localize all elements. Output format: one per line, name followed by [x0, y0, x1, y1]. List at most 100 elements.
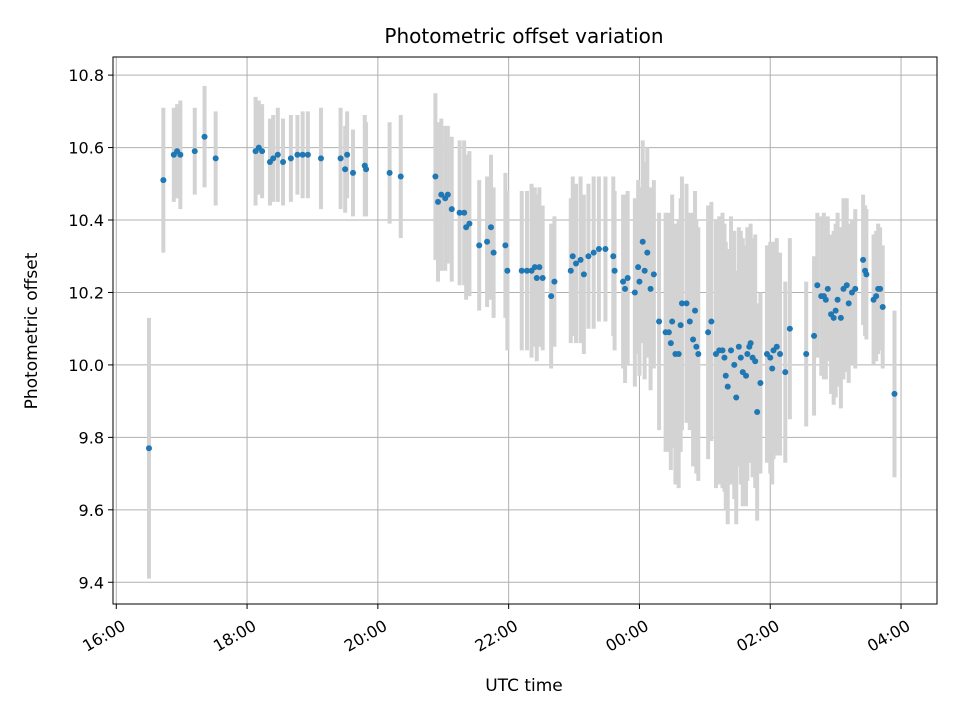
x-tick-label: 20:00 [341, 616, 390, 656]
data-point [863, 271, 870, 278]
data-point [721, 354, 728, 361]
data-point [733, 394, 740, 401]
data-point [337, 155, 344, 162]
data-point [548, 293, 555, 300]
data-point [639, 238, 646, 245]
data-points [145, 133, 898, 452]
data-point [860, 256, 867, 263]
data-point [731, 361, 738, 368]
y-tick-label: 10.0 [68, 356, 104, 375]
y-tick-label: 9.8 [79, 428, 104, 447]
y-tick-label: 9.6 [79, 501, 104, 520]
data-point [641, 267, 648, 274]
data-point [708, 318, 715, 325]
data-point [754, 409, 761, 416]
data-point [536, 264, 543, 271]
data-point [624, 274, 631, 281]
plot-frame [112, 56, 938, 605]
data-point [647, 285, 654, 292]
data-point [502, 242, 509, 249]
data-point [757, 380, 764, 387]
y-axis-label: Photometric offset [22, 252, 42, 409]
data-point [834, 296, 841, 303]
y-tick-label: 10.4 [68, 211, 104, 230]
data-point [577, 256, 584, 263]
grid-lines [113, 57, 937, 604]
data-point [737, 354, 744, 361]
data-point [782, 369, 789, 376]
data-point [677, 322, 684, 329]
data-point [803, 351, 810, 358]
data-point [665, 329, 672, 336]
data-point [667, 340, 674, 347]
data-point [693, 343, 700, 350]
data-point [752, 358, 759, 365]
data-point [631, 289, 638, 296]
data-point [585, 253, 592, 260]
data-point [690, 336, 697, 343]
data-point [636, 278, 643, 285]
y-tick-label: 10.6 [68, 139, 104, 158]
data-point [259, 148, 266, 155]
data-point [448, 206, 455, 213]
data-point [444, 191, 451, 198]
data-point [456, 209, 463, 216]
data-point [523, 267, 530, 274]
data-point [656, 318, 663, 325]
data-point [518, 267, 525, 274]
data-point [724, 383, 731, 390]
data-point [476, 242, 483, 249]
x-axis-label: UTC time [485, 676, 563, 696]
data-point [212, 155, 219, 162]
x-tick-label: 22:00 [472, 616, 521, 656]
data-point [769, 365, 776, 372]
data-point [814, 282, 821, 289]
x-tick-label: 04:00 [864, 616, 913, 656]
data-point [280, 159, 287, 166]
data-point [317, 155, 324, 162]
x-tick-label: 00:00 [602, 616, 651, 656]
data-point [484, 238, 491, 245]
data-point [201, 133, 208, 140]
data-point [595, 245, 602, 252]
data-point [852, 285, 859, 292]
data-point [728, 347, 734, 354]
data-point [837, 314, 844, 321]
data-point [551, 278, 558, 285]
data-point [822, 296, 829, 303]
data-point [397, 173, 404, 180]
data-point [692, 307, 699, 314]
data-point [747, 340, 754, 347]
y-tick-label: 9.4 [79, 573, 104, 592]
data-point [602, 245, 609, 252]
data-point [735, 343, 742, 350]
data-point [675, 351, 682, 358]
y-axis-ticks: 9.4 9.6 9.8 10.0 10.2 10.4 10.6 10.8 [68, 66, 113, 592]
data-point [877, 285, 884, 292]
data-point [777, 351, 784, 358]
data-point [177, 151, 184, 158]
data-point [669, 318, 676, 325]
data-point [533, 274, 540, 281]
data-point [504, 267, 511, 274]
chart-title: Photometric offset variation [384, 24, 663, 48]
data-point [773, 343, 780, 350]
data-point [705, 329, 712, 336]
x-tick-label: 16:00 [79, 616, 128, 656]
data-point [160, 177, 167, 184]
data-point [843, 282, 850, 289]
data-point [610, 253, 617, 260]
data-point [363, 166, 370, 173]
data-point [811, 332, 818, 339]
data-point [635, 264, 642, 271]
data-point [786, 325, 793, 332]
data-point [350, 169, 357, 176]
data-point [344, 151, 351, 158]
data-point [744, 351, 751, 358]
data-point [270, 155, 277, 162]
data-point [274, 151, 281, 158]
x-tick-label: 02:00 [733, 616, 782, 656]
data-point [695, 351, 702, 358]
data-point [539, 274, 546, 281]
